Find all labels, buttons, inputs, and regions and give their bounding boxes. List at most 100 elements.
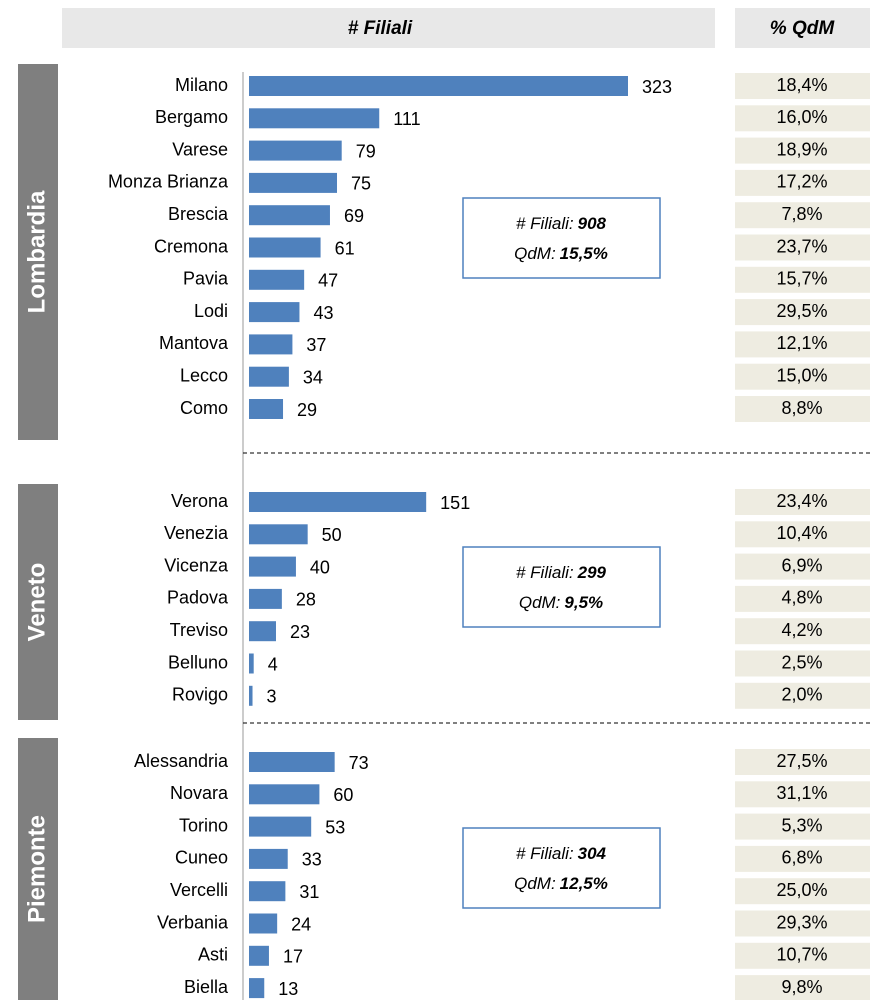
bar bbox=[249, 752, 335, 772]
category-label: Vercelli bbox=[170, 880, 228, 900]
category-label: Lodi bbox=[194, 301, 228, 321]
category-label: Lecco bbox=[180, 365, 228, 385]
bar bbox=[249, 784, 320, 805]
qdm-cell bbox=[735, 169, 870, 196]
category-label: Belluno bbox=[168, 652, 228, 672]
bar bbox=[249, 366, 289, 387]
value-label: 47 bbox=[318, 271, 338, 291]
summary-qdm: QdM: 9,5% bbox=[519, 593, 603, 612]
summary-count-title: # Filiali: bbox=[516, 844, 574, 863]
qdm-label: 8,8% bbox=[781, 398, 822, 418]
summary-qdm: QdM: 12,5% bbox=[514, 874, 608, 893]
bar bbox=[249, 588, 282, 609]
qdm-cell bbox=[735, 521, 870, 548]
value-label: 60 bbox=[333, 785, 353, 805]
value-label: 323 bbox=[642, 77, 672, 97]
summary-box bbox=[462, 197, 661, 279]
qdm-label: 16,0% bbox=[776, 107, 827, 127]
category-label: Padova bbox=[167, 588, 229, 608]
qdm-header: % QdM bbox=[770, 18, 836, 39]
category-label: Asti bbox=[198, 945, 228, 965]
summary-qdm-value: 15,5% bbox=[560, 244, 608, 263]
value-label: 151 bbox=[440, 493, 470, 513]
qdm-cell bbox=[735, 266, 870, 293]
qdm-cell bbox=[735, 682, 870, 709]
qdm-cell bbox=[735, 73, 870, 99]
qdm-cell bbox=[735, 910, 870, 937]
qdm-label: 4,2% bbox=[781, 620, 822, 640]
category-label: Brescia bbox=[168, 204, 229, 224]
category-label: Milano bbox=[175, 75, 228, 95]
qdm-label: 10,4% bbox=[776, 523, 827, 543]
summary-box bbox=[462, 546, 661, 628]
bar bbox=[249, 556, 296, 577]
value-label: 37 bbox=[306, 335, 326, 355]
value-label: 53 bbox=[325, 817, 345, 837]
qdm-cell bbox=[735, 234, 870, 261]
value-label: 111 bbox=[393, 109, 420, 129]
summary-qdm: QdM: 15,5% bbox=[514, 244, 608, 263]
summary-count-value: 304 bbox=[578, 844, 607, 863]
value-label: 23 bbox=[290, 622, 310, 642]
bar bbox=[249, 76, 628, 96]
bar bbox=[249, 653, 254, 674]
value-label: 79 bbox=[356, 141, 376, 161]
qdm-label: 29,3% bbox=[776, 912, 827, 932]
qdm-cell bbox=[735, 489, 870, 515]
qdm-label: 23,4% bbox=[776, 491, 827, 511]
qdm-cell bbox=[735, 942, 870, 969]
category-label: Pavia bbox=[183, 269, 229, 289]
header-bar bbox=[735, 8, 870, 48]
qdm-label: 17,2% bbox=[776, 172, 827, 192]
value-label: 34 bbox=[303, 367, 323, 387]
region-label: Piemonte bbox=[23, 815, 50, 923]
category-label: Cremona bbox=[154, 236, 229, 256]
category-label: Venezia bbox=[164, 523, 229, 543]
qdm-cell bbox=[735, 781, 870, 808]
summary-box bbox=[462, 827, 661, 909]
qdm-label: 15,7% bbox=[776, 269, 827, 289]
bar bbox=[249, 237, 321, 258]
category-label: Varese bbox=[172, 139, 228, 159]
summary-count-title: # Filiali: bbox=[516, 214, 574, 233]
bar bbox=[249, 492, 427, 512]
value-label: 3 bbox=[267, 687, 277, 707]
qdm-label: 29,5% bbox=[776, 301, 827, 321]
header-bar bbox=[62, 8, 715, 48]
value-label: 4 bbox=[268, 654, 278, 674]
qdm-cell bbox=[735, 813, 870, 840]
bar bbox=[249, 978, 265, 999]
qdm-label: 27,5% bbox=[776, 751, 827, 771]
value-label: 24 bbox=[291, 914, 311, 934]
region-box bbox=[18, 64, 58, 440]
qdm-label: 15,0% bbox=[776, 365, 827, 385]
category-label: Mantova bbox=[159, 333, 229, 353]
qdm-cell bbox=[735, 553, 870, 580]
bar bbox=[249, 302, 300, 323]
bar bbox=[249, 848, 288, 869]
summary-count: # Filiali: 299 bbox=[516, 563, 607, 582]
summary-qdm-title: QdM: bbox=[519, 593, 561, 612]
region-label: Veneto bbox=[23, 563, 50, 642]
qdm-cell bbox=[735, 299, 870, 326]
value-label: 61 bbox=[335, 238, 355, 258]
summary-qdm-title: QdM: bbox=[514, 874, 556, 893]
qdm-label: 2,5% bbox=[781, 652, 822, 672]
summary-count-value: 299 bbox=[577, 563, 607, 582]
category-label: Treviso bbox=[170, 620, 228, 640]
qdm-label: 4,8% bbox=[781, 588, 822, 608]
qdm-label: 9,8% bbox=[781, 977, 822, 997]
summary-qdm-value: 9,5% bbox=[564, 593, 603, 612]
summary-qdm-title: QdM: bbox=[514, 244, 556, 263]
value-label: 73 bbox=[349, 753, 369, 773]
category-label: Torino bbox=[179, 815, 228, 835]
qdm-label: 31,1% bbox=[776, 783, 827, 803]
bar bbox=[249, 399, 284, 419]
qdm-cell bbox=[735, 618, 870, 645]
region-box bbox=[18, 738, 58, 1000]
qdm-cell bbox=[735, 878, 870, 905]
qdm-label: 25,0% bbox=[776, 880, 827, 900]
category-label: Biella bbox=[184, 977, 229, 997]
bar bbox=[249, 108, 380, 129]
